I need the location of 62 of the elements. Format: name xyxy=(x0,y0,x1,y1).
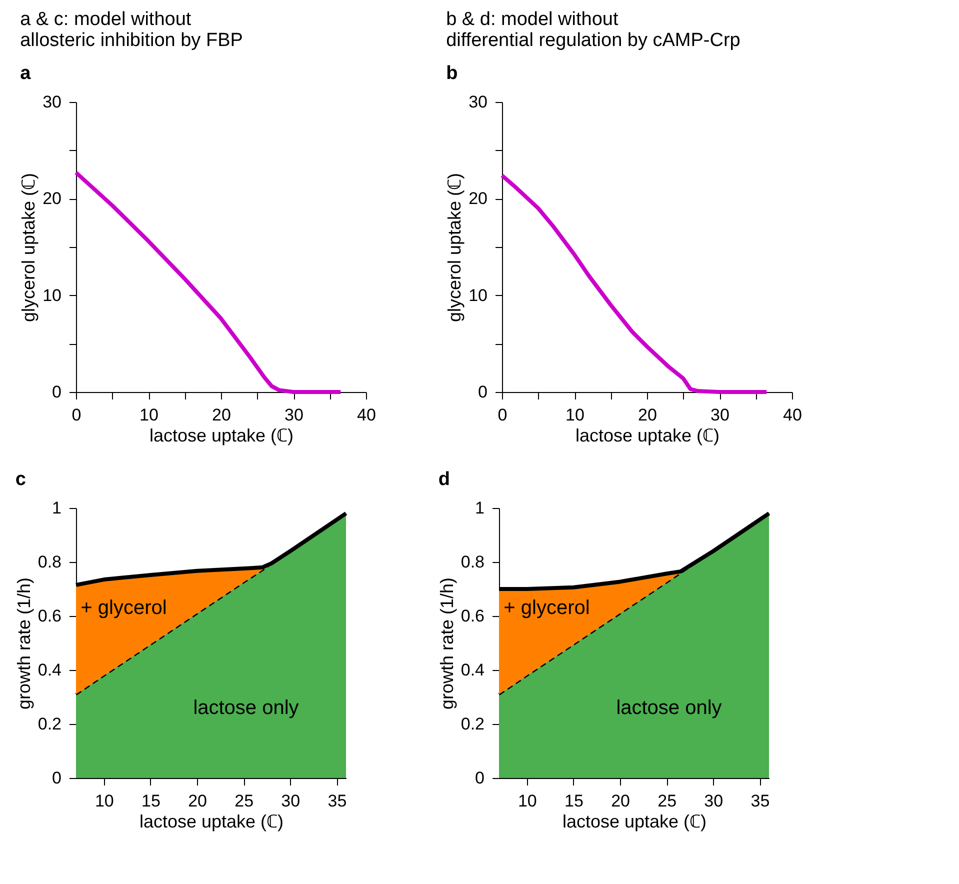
x-tick-label: 10 xyxy=(566,406,584,424)
chart-title: c xyxy=(15,469,26,490)
y-tick-label: 10 xyxy=(42,286,62,305)
y-tick-label: 0 xyxy=(52,768,62,788)
x-tick-label: 20 xyxy=(212,406,231,424)
chart-title: b & d: model without differential regulation by cAMP-Crp xyxy=(446,9,740,51)
y-tick-label: 20 xyxy=(468,189,488,208)
x-tick-label: 20 xyxy=(188,792,207,810)
y-axis-title: growth rate (1/h) xyxy=(436,577,457,710)
y-tick-label: 1 xyxy=(475,498,484,518)
y-tick-label: 0.8 xyxy=(38,552,62,572)
y-tick-label: 0.6 xyxy=(38,606,62,626)
x-tick-label: 25 xyxy=(658,792,677,810)
x-tick-label: 30 xyxy=(710,406,730,424)
x-tick-label: 35 xyxy=(328,792,347,810)
x-tick-label: 30 xyxy=(281,792,300,810)
x-tick-label: 10 xyxy=(140,406,158,424)
x-tick-label: 25 xyxy=(234,792,254,810)
y-tick-label: 10 xyxy=(468,286,488,305)
annotation: + glycerol xyxy=(80,596,167,619)
annotation: lactose only xyxy=(616,697,722,719)
x-tick-label: 0 xyxy=(498,406,508,424)
x-tick-label: 20 xyxy=(611,792,630,810)
y-tick-label: 0.4 xyxy=(460,660,484,680)
y-tick-label: 0.2 xyxy=(460,714,484,734)
y-tick-label: 30 xyxy=(468,92,488,112)
y-tick-label: 20 xyxy=(42,189,62,208)
x-axis-title: lactose uptake (ℂ) xyxy=(139,812,284,832)
x-tick-label: 30 xyxy=(704,792,724,810)
x-tick-label: 40 xyxy=(783,406,802,424)
y-tick-label: 0.4 xyxy=(38,660,62,680)
x-axis-title: lactose uptake (ℂ) xyxy=(575,426,720,446)
y-tick-label: 0.2 xyxy=(38,714,62,734)
chart-title: a & c: model without allosteric inhibition by FBP xyxy=(20,9,243,51)
y-tick-label: 0 xyxy=(475,768,484,788)
y-tick-label: 0 xyxy=(52,382,62,402)
chart-subtitle: a xyxy=(20,63,32,84)
chart-subtitle: b xyxy=(446,63,458,84)
y-axis-title: growth rate (1/h) xyxy=(14,577,34,710)
x-tick-label: 40 xyxy=(357,406,376,424)
y-tick-label: 1 xyxy=(52,498,62,518)
y-tick-label: 0 xyxy=(478,382,488,402)
x-tick-label: 15 xyxy=(142,792,160,810)
x-tick-label: 35 xyxy=(750,792,770,810)
x-tick-label: 20 xyxy=(638,406,657,424)
annotation: lactose only xyxy=(193,697,299,719)
line-series xyxy=(74,170,343,394)
x-tick-label: 10 xyxy=(518,792,537,810)
y-axis-title: glycerol uptake (ℂ) xyxy=(18,172,39,322)
x-tick-label: 0 xyxy=(72,406,82,424)
y-tick-label: 0.8 xyxy=(460,552,484,572)
y-tick-label: 30 xyxy=(42,92,62,112)
x-tick-label: 15 xyxy=(564,792,584,810)
chart-title: d xyxy=(438,469,450,490)
line-series xyxy=(500,173,769,394)
annotation: + glycerol xyxy=(504,596,590,619)
x-tick-label: 10 xyxy=(94,792,114,810)
y-axis-title: glycerol uptake (ℂ) xyxy=(444,172,465,322)
y-tick-label: 0.6 xyxy=(460,606,484,626)
x-tick-label: 30 xyxy=(284,406,304,424)
x-axis-title: lactose uptake (ℂ) xyxy=(562,812,707,832)
x-axis-title: lactose uptake (ℂ) xyxy=(149,426,294,446)
